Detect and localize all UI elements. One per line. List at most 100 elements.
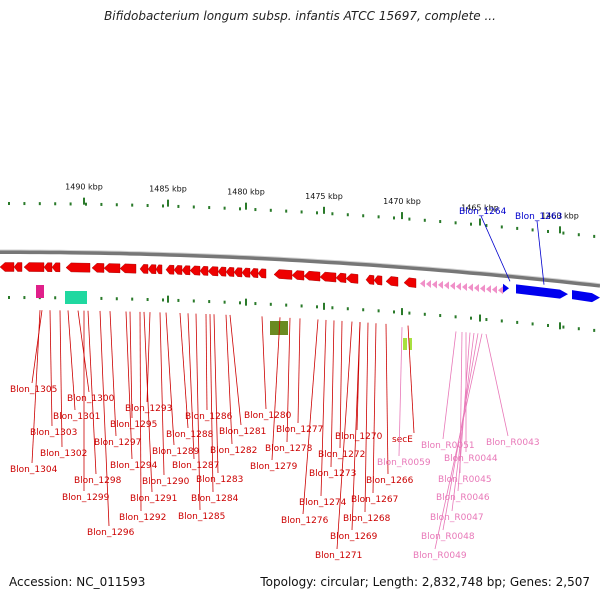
major-tick [479, 218, 481, 226]
gene-leader-line [485, 333, 509, 437]
rna-gene-arrow [426, 279, 431, 288]
inner-tick [177, 298, 180, 302]
reverse-cds-arrow [155, 264, 163, 275]
inner-tick [562, 325, 565, 329]
gene-label: Blon_1280 [244, 411, 292, 421]
gene-leader-line [351, 322, 361, 531]
gene-leader-line [77, 310, 90, 393]
gene-label: Blon_1272 [318, 450, 365, 460]
reverse-cds-arrow [207, 266, 219, 277]
gene-label: Blon_1285 [178, 512, 225, 522]
inner-tick [208, 300, 211, 304]
inner-tick [362, 308, 365, 312]
gene-leader-line [459, 331, 463, 474]
gene-leader-line [31, 310, 41, 464]
gene-leader-line [195, 313, 201, 511]
gene-label: Blon_1294 [110, 461, 158, 471]
feature-box [65, 291, 87, 304]
gene-label: Blon_1281 [219, 427, 266, 437]
gene-label: Blon_1271 [315, 551, 362, 561]
gene-leader-line [187, 313, 195, 460]
gene-label: Blon_1298 [74, 476, 122, 486]
outer-tick [485, 224, 488, 228]
gene-leader-line [225, 314, 233, 445]
outer-tick [208, 206, 211, 210]
gene-leader-line [165, 312, 175, 446]
reverse-cds-arrow [335, 272, 347, 283]
gene-label: Blon_1276 [281, 516, 329, 526]
reverse-cds-arrow [303, 270, 321, 282]
gene-leader-line [67, 310, 76, 411]
outer-tick [85, 202, 87, 206]
feature-box [270, 321, 288, 335]
rna-gene-arrow [468, 283, 473, 292]
reverse-cds-arrow [139, 264, 149, 274]
rna-gene-arrow [492, 285, 497, 294]
inner-major-tick [167, 295, 169, 303]
major-tick [401, 212, 403, 220]
inner-tick [254, 302, 257, 306]
gene-leader-line [302, 319, 319, 515]
inner-major-tick [559, 322, 561, 330]
gene-leader-line [139, 311, 142, 512]
scale-tick-label: 1475 kbp [305, 192, 343, 201]
reverse-cds-arrow [373, 275, 383, 286]
outer-tick [593, 234, 596, 238]
gene-label: Blon_R0045 [438, 475, 492, 485]
gene-leader-line [87, 310, 97, 475]
outer-tick [316, 211, 318, 215]
inner-tick [516, 320, 519, 324]
reverse-cds-arrow [91, 263, 105, 273]
reverse-cds-arrow [217, 266, 227, 277]
gene-leader-line [330, 320, 335, 468]
inner-tick [593, 328, 596, 332]
gene-leader-line [125, 311, 133, 460]
reverse-cds-arrow [233, 267, 243, 278]
outer-tick [377, 215, 380, 219]
inner-major-tick [401, 308, 403, 316]
gene-label: Blon_1301 [53, 412, 100, 422]
gene-label: Blon_1304 [10, 465, 58, 475]
reverse-cds-arrow [51, 262, 61, 273]
gene-leader-line [339, 320, 343, 449]
gene-label: Blon_R0051 [421, 441, 475, 451]
gene-leader-line [143, 311, 153, 493]
gene-leader-line [205, 313, 208, 411]
gene-label: Blon_1297 [94, 438, 141, 448]
outer-tick [100, 202, 103, 206]
outer-tick [192, 205, 195, 209]
outer-tick [285, 209, 288, 213]
gene-label: Blon_1267 [351, 495, 398, 505]
inner-tick [192, 299, 195, 303]
backbone-line [0, 250, 600, 288]
reverse-cds-arrow [273, 269, 293, 280]
outer-tick [146, 204, 149, 208]
rna-gene-arrow [462, 282, 467, 291]
gene-leader-line [336, 321, 353, 550]
inner-tick [423, 312, 426, 316]
outer-tick [331, 212, 334, 216]
gene-label: Blon_1274 [299, 498, 347, 508]
gene-leader-line [109, 311, 117, 437]
gene-label: Blon_1303 [30, 428, 77, 438]
reverse-cds-arrow [13, 262, 23, 272]
gene-leader-line [261, 316, 267, 410]
gene-leader-line [372, 323, 377, 494]
reverse-cds-arrow [0, 262, 15, 272]
reverse-cds-arrow [403, 277, 417, 288]
inner-tick [346, 307, 349, 311]
rna-gene-arrow [456, 282, 461, 291]
inner-tick [408, 311, 411, 315]
reverse-cds-arrow [65, 262, 91, 273]
gene-leader-line [271, 317, 281, 461]
rna-gene-arrow [438, 280, 443, 289]
gene-label: Blon_1300 [67, 394, 115, 404]
gene-leader-line [434, 333, 483, 550]
outer-tick [547, 229, 549, 233]
outer-tick [38, 202, 41, 206]
gene-leader-line [179, 313, 189, 429]
inner-tick [269, 302, 272, 306]
outer-tick [23, 202, 26, 206]
outer-tick [115, 203, 118, 207]
gene-label: Blon_1291 [130, 494, 177, 504]
